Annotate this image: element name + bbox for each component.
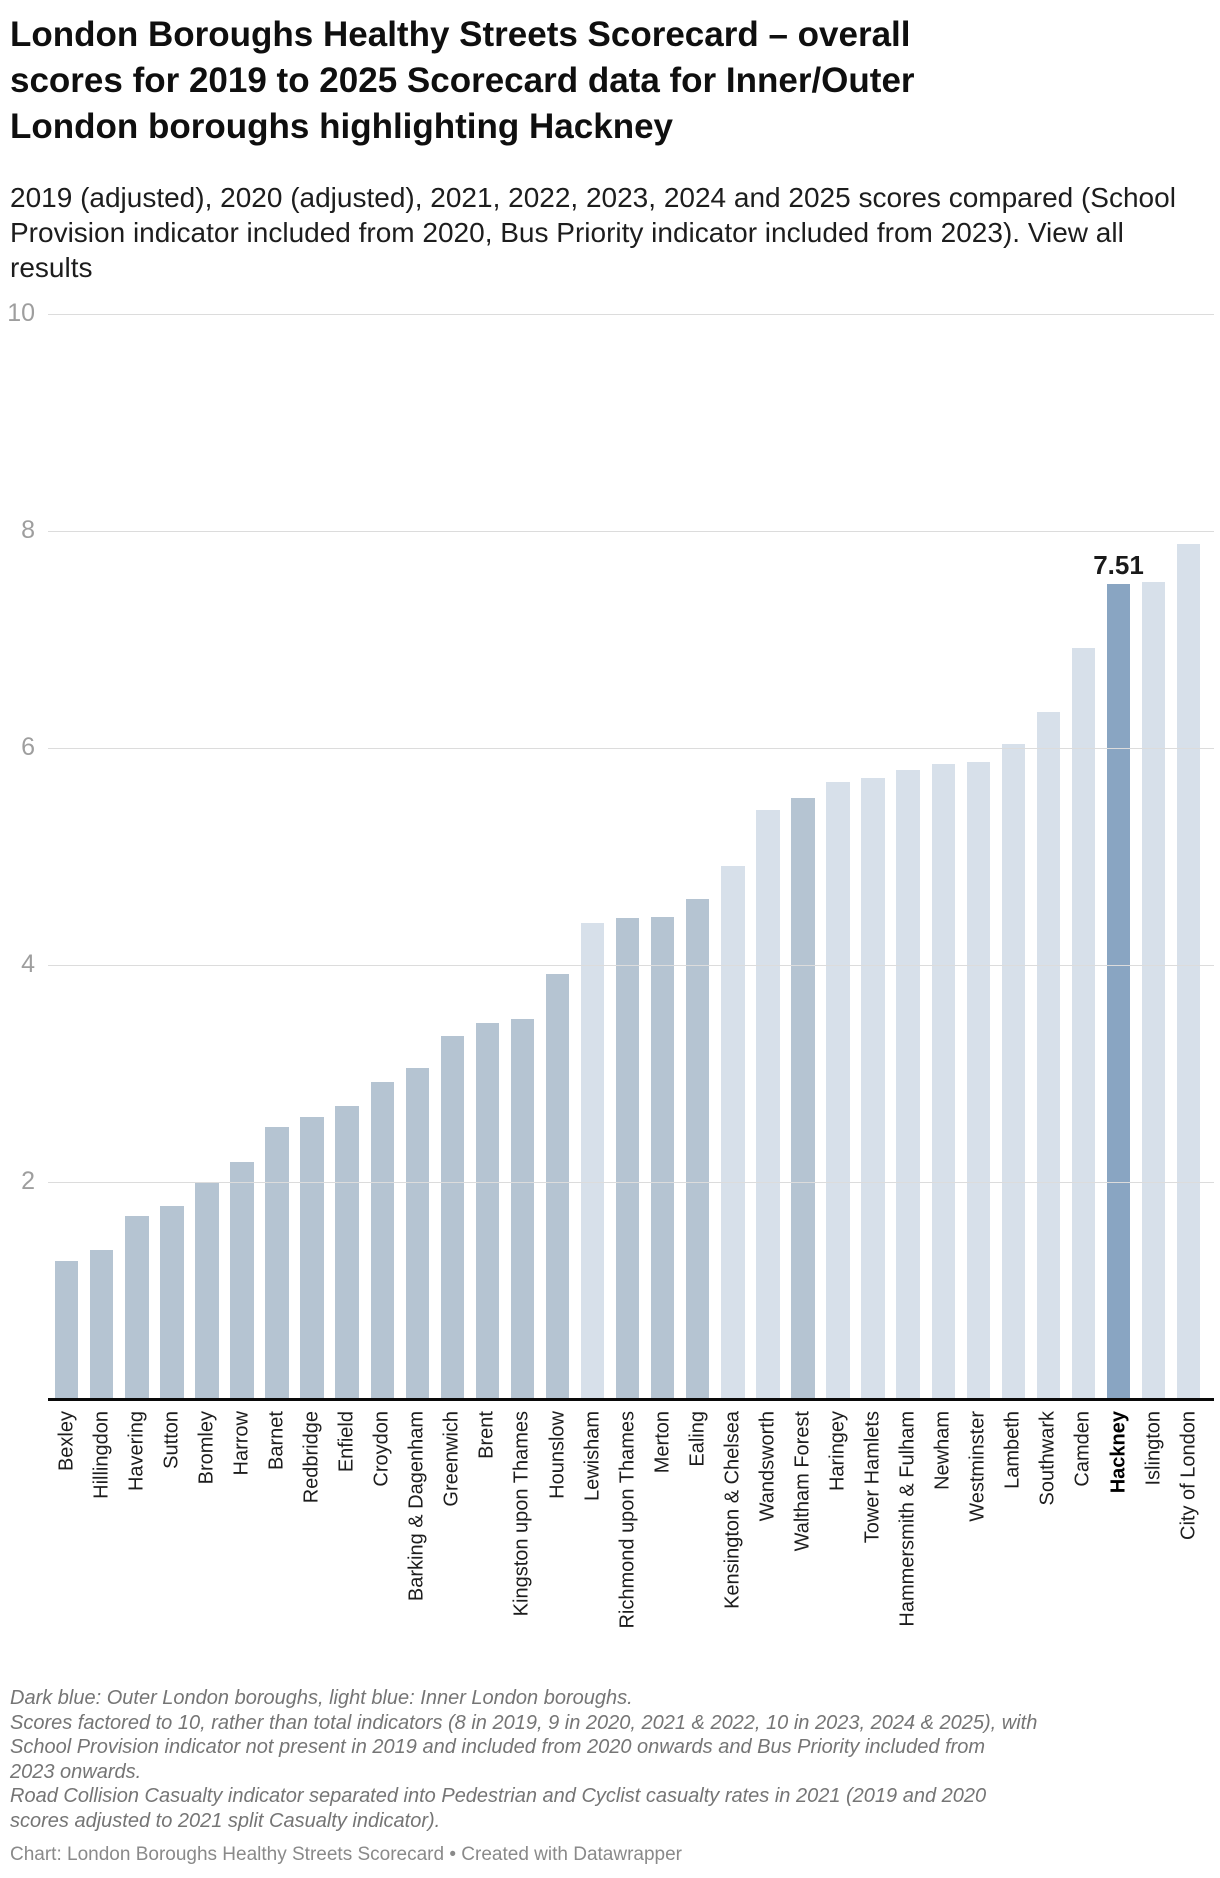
bar-islington[interactable] — [1141, 581, 1166, 1399]
x-label-barnet: Barnet — [265, 1411, 288, 1470]
value-label-hackney: 7.51 — [1093, 550, 1144, 581]
notes-line: Scores factored to 10, rather than total… — [10, 1711, 1038, 1734]
subtitle-line: results — [10, 252, 93, 283]
y-tick-label: 6 — [21, 733, 35, 761]
x-label-hounslow: Hounslow — [546, 1411, 569, 1499]
gridline-4 — [48, 965, 1214, 966]
x-label-kingston-upon-thames: Kingston upon Thames — [510, 1411, 533, 1617]
x-label-greenwich: Greenwich — [440, 1411, 463, 1507]
x-label-ealing: Ealing — [686, 1411, 709, 1467]
subtitle-line: 2019 (adjusted), 2020 (adjusted), 2021, … — [10, 182, 1176, 213]
x-label-islington: Islington — [1142, 1411, 1165, 1486]
x-label-barking-dagenham: Barking & Dagenham — [405, 1411, 428, 1602]
bar-brent[interactable] — [475, 1022, 500, 1399]
bar-kingston-upon-thames[interactable] — [510, 1019, 535, 1399]
bar-camden[interactable] — [1071, 648, 1096, 1399]
chart-title: London Boroughs Healthy Streets Scorecar… — [10, 12, 1210, 150]
bar-newham[interactable] — [931, 764, 955, 1399]
notes-line: School Provision indicator not present i… — [10, 1736, 985, 1758]
subtitle-line: Provision indicator included from 2020, … — [10, 217, 1124, 248]
x-label-westminster: Westminster — [966, 1411, 989, 1522]
bar-city-of-london[interactable] — [1176, 544, 1201, 1399]
bar-bexley[interactable] — [55, 1261, 79, 1399]
chart-attribution: Chart: London Boroughs Healthy Streets S… — [10, 1844, 683, 1865]
gridline-8 — [48, 531, 1214, 532]
bar-bromley[interactable] — [195, 1182, 219, 1399]
x-label-bromley: Bromley — [195, 1411, 218, 1485]
notes-line: 2023 onwards. — [10, 1760, 142, 1783]
x-label-camden: Camden — [1071, 1411, 1094, 1487]
gridline-2 — [48, 1182, 1214, 1183]
x-label-lambeth: Lambeth — [1001, 1411, 1024, 1489]
bar-hackney[interactable] — [1106, 584, 1131, 1399]
bar-southwark[interactable] — [1036, 712, 1061, 1399]
x-label-enfield: Enfield — [335, 1411, 358, 1473]
notes-line: scores adjusted to 2021 split Casualty i… — [10, 1809, 441, 1832]
bar-greenwich[interactable] — [440, 1035, 465, 1399]
y-tick-label: 10 — [7, 299, 35, 327]
title-line: scores for 2019 to 2025 Scorecard data f… — [10, 61, 915, 100]
chart-notes: Dark blue: Outer London boroughs, light … — [10, 1686, 1214, 1833]
bar-merton[interactable] — [651, 917, 675, 1399]
x-label-wandsworth: Wandsworth — [756, 1411, 779, 1522]
bar-croydon[interactable] — [370, 1082, 394, 1399]
bar-ealing[interactable] — [686, 898, 710, 1399]
x-label-hackney: Hackney — [1107, 1411, 1129, 1494]
x-label-waltham-forest: Waltham Forest — [791, 1411, 814, 1552]
x-label-havering: Havering — [125, 1411, 148, 1492]
x-label-brent: Brent — [475, 1411, 498, 1459]
x-label-harrow: Harrow — [230, 1411, 253, 1476]
bar-kensington-chelsea[interactable] — [721, 866, 745, 1399]
x-label-richmond-upon-thames: Richmond upon Thames — [616, 1411, 639, 1629]
x-label-haringey: Haringey — [826, 1411, 849, 1492]
x-label-tower-hamlets: Tower Hamlets — [861, 1411, 884, 1544]
chart-subtitle: 2019 (adjusted), 2020 (adjusted), 2021, … — [10, 180, 1214, 285]
gridline-6 — [48, 748, 1214, 749]
y-tick-label: 2 — [21, 1167, 35, 1195]
bar-wandsworth[interactable] — [756, 809, 780, 1399]
notes-line: Dark blue: Outer London boroughs, light … — [10, 1687, 633, 1709]
x-label-sutton: Sutton — [160, 1411, 183, 1469]
y-tick-label: 4 — [21, 950, 35, 978]
bar-lambeth[interactable] — [1001, 743, 1025, 1399]
bar-waltham-forest[interactable] — [791, 797, 815, 1399]
bar-hounslow[interactable] — [545, 973, 570, 1399]
bar-enfield[interactable] — [335, 1106, 359, 1399]
x-label-redbridge: Redbridge — [300, 1411, 323, 1504]
bar-westminster[interactable] — [966, 762, 990, 1399]
x-label-hillingdon: Hillingdon — [90, 1411, 113, 1499]
notes-line: Road Collision Casualty indicator separa… — [10, 1785, 987, 1807]
bar-hillingdon[interactable] — [90, 1250, 114, 1399]
bar-tower-hamlets[interactable] — [861, 778, 885, 1399]
x-label-city-of-london: City of London — [1177, 1411, 1200, 1540]
x-label-merton: Merton — [651, 1411, 674, 1474]
bar-barnet[interactable] — [265, 1126, 289, 1399]
bar-haringey[interactable] — [826, 781, 850, 1399]
bar-harrow[interactable] — [230, 1162, 254, 1399]
bar-lewisham[interactable] — [580, 922, 605, 1399]
x-axis-line — [48, 1398, 1214, 1401]
gridline-10 — [48, 314, 1214, 315]
x-label-bexley: Bexley — [55, 1411, 78, 1472]
x-label-croydon: Croydon — [370, 1411, 393, 1487]
x-label-newham: Newham — [931, 1411, 954, 1490]
x-label-hammersmith-fulham: Hammersmith & Fulham — [896, 1411, 919, 1627]
bar-barking-dagenham[interactable] — [405, 1068, 429, 1399]
x-label-lewisham: Lewisham — [581, 1411, 604, 1502]
bar-sutton[interactable] — [160, 1205, 184, 1399]
bar-havering[interactable] — [125, 1215, 149, 1399]
x-label-kensington-chelsea: Kensington & Chelsea — [721, 1411, 744, 1609]
bar-hammersmith-fulham[interactable] — [896, 769, 920, 1399]
title-line: London Boroughs Healthy Streets Scorecar… — [10, 15, 911, 54]
bar-richmond-upon-thames[interactable] — [615, 918, 640, 1399]
x-label-southwark: Southwark — [1036, 1411, 1059, 1506]
y-tick-label: 8 — [21, 516, 35, 544]
title-line: London boroughs highlighting Hackney — [10, 107, 674, 146]
bar-redbridge[interactable] — [300, 1116, 324, 1399]
